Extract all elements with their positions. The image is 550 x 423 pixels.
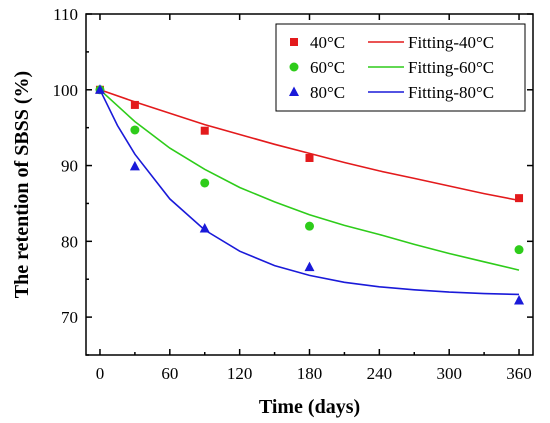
x-tick-label: 300 bbox=[436, 364, 462, 383]
x-tick-label: 240 bbox=[367, 364, 393, 383]
fit-line-3 bbox=[99, 89, 520, 296]
data-point-3 bbox=[514, 294, 525, 305]
data-point-1 bbox=[130, 100, 139, 109]
data-point-2 bbox=[200, 178, 210, 188]
data-point-3 bbox=[129, 160, 140, 171]
fit-line-1 bbox=[99, 89, 520, 202]
x-axis-title: Time (days) bbox=[259, 396, 360, 418]
legend-label: 80°C bbox=[310, 83, 345, 102]
legend-fit-label: Fitting-60°C bbox=[408, 58, 494, 77]
x-tick-label: 180 bbox=[297, 364, 323, 383]
y-tick-label: 100 bbox=[53, 81, 79, 100]
x-tick-label: 360 bbox=[506, 364, 532, 383]
data-point-3 bbox=[304, 261, 315, 272]
data-point-1 bbox=[305, 153, 314, 162]
data-point-2 bbox=[305, 221, 314, 231]
legend-label: 60°C bbox=[310, 58, 345, 77]
y-tick-label: 110 bbox=[53, 5, 78, 24]
y-tick-label: 70 bbox=[61, 308, 78, 327]
y-tick-label: 90 bbox=[61, 157, 78, 176]
data-point-3 bbox=[199, 222, 210, 233]
legend-fit-label: Fitting-80°C bbox=[408, 83, 494, 102]
x-tick-label: 120 bbox=[227, 364, 253, 383]
x-tick-label: 60 bbox=[161, 364, 178, 383]
legend-marker bbox=[290, 38, 298, 46]
legend-label: 40°C bbox=[310, 33, 345, 52]
data-point-1 bbox=[200, 126, 209, 135]
axes: 0 60 120 180 240 300 360 70 80 90 100 110 bbox=[53, 5, 534, 383]
data-point-1 bbox=[515, 194, 524, 203]
y-axis-title: The retention of SBSS (%) bbox=[11, 71, 33, 298]
plot-area bbox=[94, 84, 525, 305]
x-tick-label: 0 bbox=[96, 364, 105, 383]
legend-fit-label: Fitting-40°C bbox=[408, 33, 494, 52]
legend-marker bbox=[289, 86, 299, 96]
legend: 40°C Fitting-40°C 60°C Fitting-60°C 80°C Fitt… bbox=[275, 23, 526, 112]
data-point-2 bbox=[130, 125, 140, 135]
data-point-3 bbox=[94, 84, 105, 94]
data-point-2 bbox=[514, 245, 524, 255]
legend-marker bbox=[289, 62, 299, 72]
fit-line-2 bbox=[99, 89, 520, 271]
y-tick-label: 80 bbox=[61, 232, 78, 251]
